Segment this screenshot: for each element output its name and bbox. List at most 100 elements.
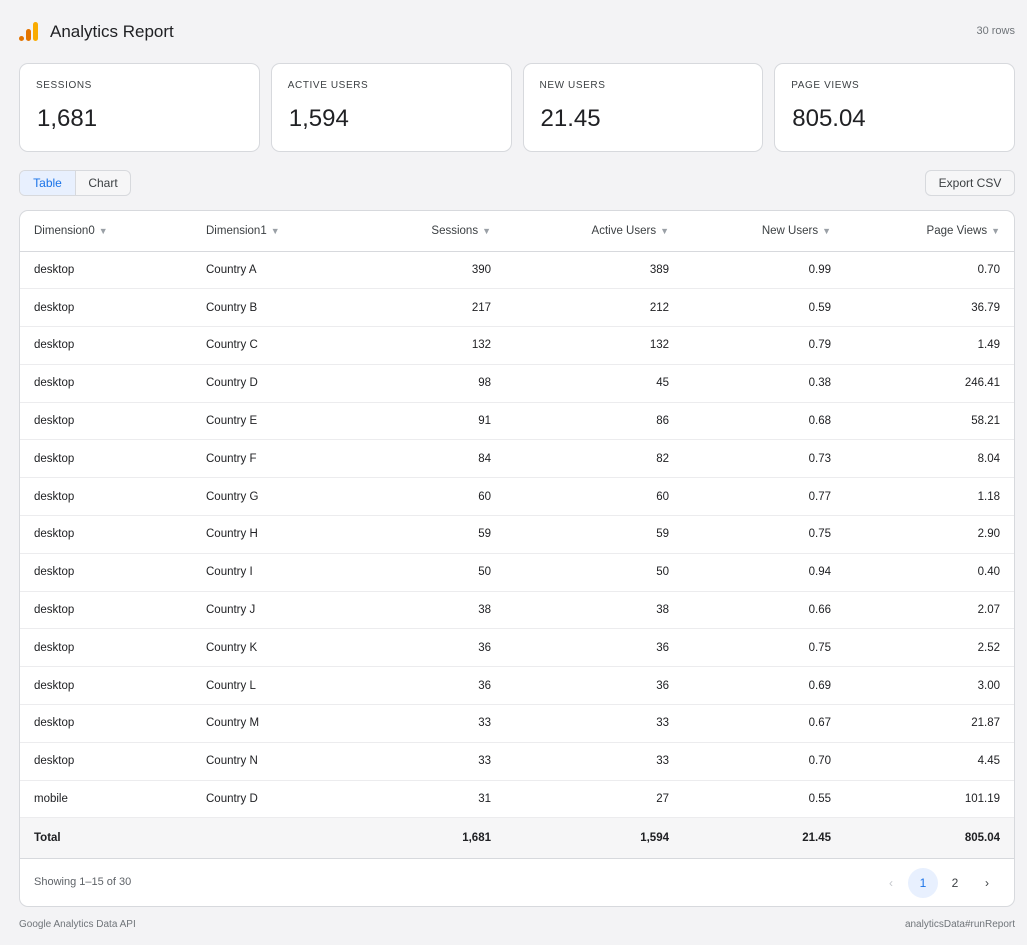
page-title: Analytics Report — [50, 22, 174, 41]
table-cell: Country E — [192, 402, 352, 441]
table-cell: 0.38 — [683, 364, 845, 403]
table-cell: 60 — [352, 477, 505, 517]
column-header-label: Dimension1 — [206, 224, 267, 237]
table-cell: 2.90 — [845, 515, 1014, 554]
table-cell: Country C — [192, 326, 352, 365]
table-cell: desktop — [20, 364, 192, 403]
table-cell: desktop — [20, 477, 192, 517]
table-cell: 21.87 — [845, 704, 1014, 743]
table-row[interactable]: desktop Country B 217 212 0.59 36.79 — [20, 288, 1014, 328]
table-cell: 0.77 — [683, 477, 845, 517]
table-cell: 60 — [505, 477, 683, 517]
prev-page-button[interactable]: ‹ — [889, 876, 893, 890]
table-cell: Country L — [192, 666, 352, 706]
showing-range: Showing 1–15 of 30 — [34, 876, 132, 888]
column-header-dimension0[interactable]: Dimension0 ▼ — [20, 211, 192, 252]
table-cell: 98 — [352, 364, 505, 403]
total-sessions: 1,681 — [352, 817, 505, 860]
table-cell: 0.59 — [683, 288, 845, 328]
table-cell: 390 — [352, 251, 505, 290]
table-cell: 2.07 — [845, 591, 1014, 630]
table-cell: 246.41 — [845, 364, 1014, 403]
sort-icon: ▼ — [270, 225, 280, 236]
table-row[interactable]: desktop Country D 98 45 0.38 246.41 — [20, 364, 1014, 403]
table-cell: 91 — [352, 402, 505, 441]
export-csv-button[interactable]: Export CSV — [925, 170, 1015, 196]
table-row[interactable]: desktop Country L 36 36 0.69 3.00 — [20, 666, 1014, 706]
column-header-active-users[interactable]: Active Users ▼ — [505, 211, 683, 252]
header: Analytics Report 30 rows — [19, 20, 1015, 44]
table-row[interactable]: desktop Country A 390 389 0.99 0.70 — [20, 251, 1014, 290]
total-cell — [192, 817, 352, 860]
column-header-label: New Users — [761, 224, 819, 237]
metric-label: ACTIVE USERS — [287, 80, 369, 91]
next-page-button[interactable]: › — [985, 876, 989, 890]
table-cell: mobile — [20, 780, 192, 819]
table-row[interactable]: desktop Country I 50 50 0.94 0.40 — [20, 553, 1014, 592]
table-cell: 0.94 — [683, 553, 845, 592]
footer-endpoint: analyticsData#runReport — [904, 919, 1015, 930]
table-cell: Country D — [192, 364, 352, 403]
table-cell: desktop — [20, 704, 192, 743]
table-cell: desktop — [20, 628, 192, 668]
table-row[interactable]: desktop Country J 38 38 0.66 2.07 — [20, 591, 1014, 630]
page-button-1[interactable]: 1 — [908, 868, 938, 898]
table-cell: Country F — [192, 439, 352, 479]
table-row[interactable]: mobile Country D 31 27 0.55 101.19 — [20, 780, 1014, 819]
table-row[interactable]: desktop Country C 132 132 0.79 1.49 — [20, 326, 1014, 365]
metric-value: 1,594 — [288, 105, 349, 132]
table-row[interactable]: desktop Country F 84 82 0.73 8.04 — [20, 439, 1014, 479]
table-cell: 132 — [352, 326, 505, 365]
table-cell: desktop — [20, 553, 192, 592]
table-cell: 86 — [505, 402, 683, 441]
table-cell: 31 — [352, 780, 505, 819]
table-row[interactable]: desktop Country N 33 33 0.70 4.45 — [20, 742, 1014, 781]
sort-icon: ▼ — [822, 225, 831, 236]
table-body: desktop Country A 390 389 0.99 0.70 desktop Cou… — [20, 251, 1014, 819]
column-header-dimension1[interactable]: Dimension1 ▼ — [192, 211, 352, 252]
metric-label: NEW USERS — [539, 80, 606, 91]
sort-icon: ▼ — [98, 225, 108, 236]
analytics-logo-icon — [19, 22, 38, 41]
table-row[interactable]: desktop Country E 91 86 0.68 58.21 — [20, 402, 1014, 441]
table-cell: Country H — [192, 515, 352, 554]
table-cell: 1.49 — [845, 326, 1014, 365]
table-cell: 0.75 — [683, 515, 845, 554]
table-row[interactable]: desktop Country K 36 36 0.75 2.52 — [20, 628, 1014, 668]
table-cell: 36 — [505, 666, 683, 706]
sort-icon: ▼ — [660, 225, 669, 236]
table-cell: 217 — [352, 288, 505, 328]
table-cell: 389 — [505, 251, 683, 290]
table-cell: 33 — [505, 704, 683, 743]
table-cell: 45 — [505, 364, 683, 403]
table-cell: 33 — [352, 742, 505, 781]
table-cell: 33 — [352, 704, 505, 743]
table-cell: desktop — [20, 288, 192, 328]
table-cell: desktop — [20, 439, 192, 479]
tab-chart[interactable]: Chart — [88, 176, 118, 190]
metric-label: SESSIONS — [36, 80, 92, 91]
total-label: Total — [20, 817, 192, 860]
table-cell: 82 — [505, 439, 683, 479]
table-total-row: Total 1,681 1,594 21.45 805.04 — [20, 817, 1014, 860]
column-header-page-views[interactable]: Page Views ▼ — [845, 211, 1014, 252]
table-cell: desktop — [20, 742, 192, 781]
table-cell: desktop — [20, 251, 192, 290]
metric-card-new-users: NEW USERS 21.45 — [522, 63, 764, 152]
table-row[interactable]: desktop Country M 33 33 0.67 21.87 — [20, 704, 1014, 743]
page-button-2[interactable]: 2 — [951, 876, 959, 890]
table-row[interactable]: desktop Country G 60 60 0.77 1.18 — [20, 477, 1014, 517]
total-new-users: 21.45 — [683, 817, 845, 860]
column-header-new-users[interactable]: New Users ▼ — [683, 211, 845, 252]
tab-table[interactable]: Table — [20, 171, 76, 195]
table-cell: 3.00 — [845, 666, 1014, 706]
table-cell: Country N — [192, 742, 352, 781]
table-cell: Country G — [192, 477, 352, 517]
table-row[interactable]: desktop Country H 59 59 0.75 2.90 — [20, 515, 1014, 554]
column-header-sessions[interactable]: Sessions ▼ — [352, 211, 505, 252]
table-cell: 84 — [352, 439, 505, 479]
metric-label: PAGE VIEWS — [791, 80, 860, 91]
table-cell: 0.79 — [683, 326, 845, 365]
metric-card-sessions: SESSIONS 1,681 — [19, 63, 260, 152]
table-cell: desktop — [20, 402, 192, 441]
